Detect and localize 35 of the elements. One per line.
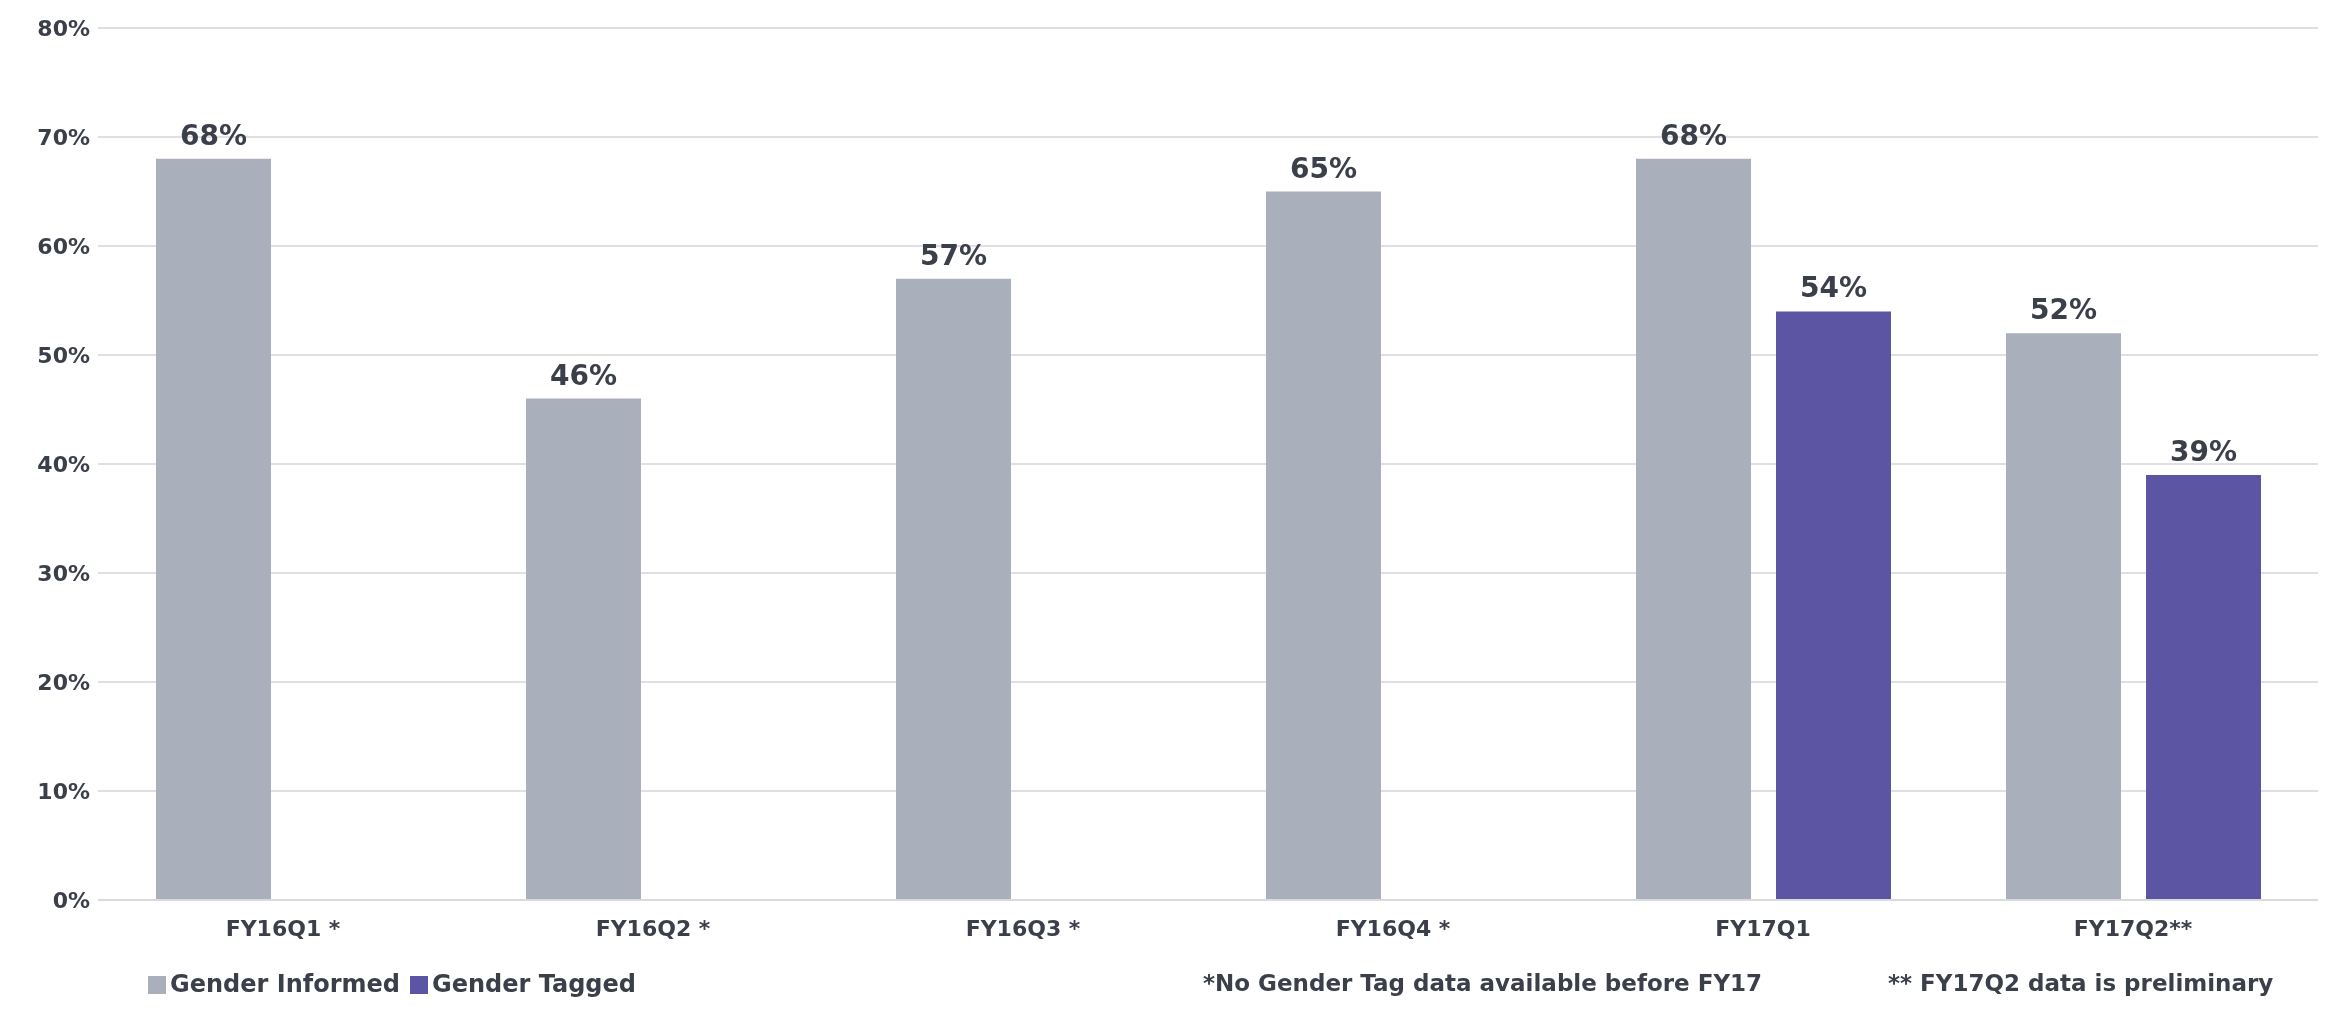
legend-label: Gender Informed bbox=[170, 970, 400, 998]
data-label: 39% bbox=[2169, 434, 2238, 468]
bar bbox=[1636, 158, 1751, 900]
legend-label: Gender Tagged bbox=[431, 970, 636, 998]
y-tick-label: 0% bbox=[52, 887, 90, 913]
y-tick-label: 60% bbox=[37, 233, 90, 259]
y-tick-label: 20% bbox=[37, 669, 90, 695]
x-tick-label: FY16Q2 * bbox=[595, 915, 711, 941]
x-tick-label: FY16Q3 * bbox=[965, 915, 1081, 941]
y-tick-label: 30% bbox=[37, 560, 90, 586]
x-tick-label: FY16Q4 * bbox=[1335, 915, 1451, 941]
bar bbox=[896, 278, 1011, 900]
x-tick-label: FY17Q2** bbox=[2073, 915, 2193, 941]
y-tick-label: 40% bbox=[37, 451, 90, 477]
data-label: 54% bbox=[1799, 271, 1868, 305]
data-label: 68% bbox=[1659, 118, 1728, 152]
y-tick-label: 10% bbox=[37, 778, 90, 804]
bar bbox=[2006, 333, 2121, 900]
y-tick-label: 80% bbox=[37, 15, 90, 41]
data-label: 57% bbox=[919, 238, 988, 272]
text: *No Gender Tag data available before FY17 bbox=[1203, 970, 1763, 996]
y-tick-label: 70% bbox=[37, 124, 90, 150]
bar bbox=[2146, 474, 2261, 900]
bar bbox=[1266, 191, 1381, 900]
data-label: 65% bbox=[1289, 151, 1358, 185]
bar bbox=[156, 158, 271, 900]
data-label: 52% bbox=[2029, 293, 2098, 327]
data-label: 68% bbox=[179, 118, 248, 152]
x-tick-label: FY17Q1 bbox=[1715, 915, 1811, 941]
y-tick-label: 50% bbox=[37, 342, 90, 368]
bar bbox=[526, 398, 641, 900]
x-tick-label: FY16Q1 * bbox=[225, 915, 341, 941]
text: ** FY17Q2 data is preliminary bbox=[1888, 970, 2274, 996]
bar bbox=[1776, 311, 1891, 900]
data-label: 46% bbox=[549, 358, 618, 392]
